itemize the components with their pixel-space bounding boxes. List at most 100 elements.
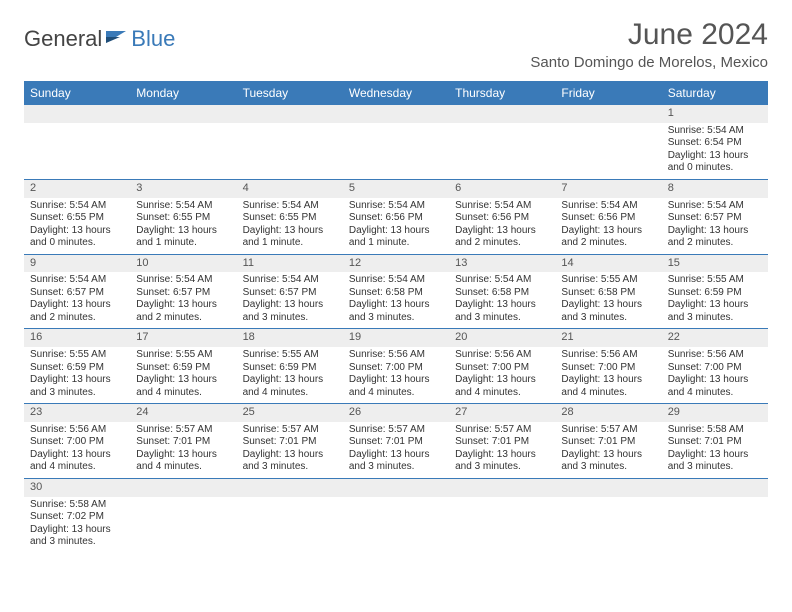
calendar-cell — [343, 478, 449, 552]
day-line: Daylight: 13 hours — [455, 299, 549, 312]
calendar-cell — [130, 478, 236, 552]
day-line: and 2 minutes. — [30, 312, 124, 325]
day-number: 22 — [662, 329, 768, 347]
day-line: and 4 minutes. — [668, 387, 762, 400]
calendar-cell: 29Sunrise: 5:58 AMSunset: 7:01 PMDayligh… — [662, 404, 768, 479]
day-header: Thursday — [449, 81, 555, 105]
day-body: Sunrise: 5:54 AMSunset: 6:58 PMDaylight:… — [449, 272, 555, 328]
day-body: Sunrise: 5:54 AMSunset: 6:55 PMDaylight:… — [237, 198, 343, 254]
day-line: Daylight: 13 hours — [668, 374, 762, 387]
day-line: Daylight: 13 hours — [30, 524, 124, 537]
day-number: 1 — [662, 105, 768, 123]
page-title: June 2024 — [530, 18, 768, 52]
calendar-cell — [449, 478, 555, 552]
calendar-cell: 22Sunrise: 5:56 AMSunset: 7:00 PMDayligh… — [662, 329, 768, 404]
day-line: Daylight: 13 hours — [668, 225, 762, 238]
day-line: Sunrise: 5:54 AM — [455, 274, 549, 287]
day-line: Sunrise: 5:54 AM — [668, 125, 762, 138]
day-line: and 4 minutes. — [136, 461, 230, 474]
day-line: Sunset: 6:58 PM — [349, 287, 443, 300]
day-line: and 2 minutes. — [561, 237, 655, 250]
day-line: Daylight: 13 hours — [349, 449, 443, 462]
day-number: 28 — [555, 404, 661, 422]
day-body: Sunrise: 5:55 AMSunset: 6:59 PMDaylight:… — [130, 347, 236, 403]
day-line: and 1 minute. — [243, 237, 337, 250]
calendar-body: 1Sunrise: 5:54 AMSunset: 6:54 PMDaylight… — [24, 105, 768, 553]
day-line: Sunset: 6:56 PM — [561, 212, 655, 225]
day-line: Daylight: 13 hours — [561, 299, 655, 312]
day-line: Sunset: 6:55 PM — [243, 212, 337, 225]
day-line: Sunset: 7:01 PM — [243, 436, 337, 449]
day-line: Sunrise: 5:56 AM — [668, 349, 762, 362]
day-line: Sunset: 6:57 PM — [668, 212, 762, 225]
day-line: Daylight: 13 hours — [668, 449, 762, 462]
day-line: Daylight: 13 hours — [561, 225, 655, 238]
day-line: and 3 minutes. — [668, 461, 762, 474]
day-body: Sunrise: 5:55 AMSunset: 6:59 PMDaylight:… — [662, 272, 768, 328]
day-line: Sunrise: 5:54 AM — [243, 274, 337, 287]
day-number: 15 — [662, 255, 768, 273]
day-number: 25 — [237, 404, 343, 422]
day-line: Daylight: 13 hours — [136, 374, 230, 387]
day-body: Sunrise: 5:54 AMSunset: 6:57 PMDaylight:… — [662, 198, 768, 254]
day-line: Sunset: 7:01 PM — [561, 436, 655, 449]
day-line: Sunset: 6:57 PM — [136, 287, 230, 300]
day-line: Daylight: 13 hours — [668, 299, 762, 312]
day-line: Daylight: 13 hours — [30, 299, 124, 312]
day-line: Daylight: 13 hours — [30, 225, 124, 238]
day-line: and 3 minutes. — [349, 312, 443, 325]
day-line: and 3 minutes. — [349, 461, 443, 474]
day-line: Daylight: 13 hours — [349, 374, 443, 387]
day-line: and 3 minutes. — [561, 461, 655, 474]
calendar-cell — [555, 105, 661, 179]
day-line: Daylight: 13 hours — [243, 225, 337, 238]
day-line: Daylight: 13 hours — [243, 449, 337, 462]
logo-text-general: General — [24, 26, 102, 52]
calendar-cell: 20Sunrise: 5:56 AMSunset: 7:00 PMDayligh… — [449, 329, 555, 404]
page-subtitle: Santo Domingo de Morelos, Mexico — [530, 54, 768, 71]
day-number: 23 — [24, 404, 130, 422]
day-number: 13 — [449, 255, 555, 273]
calendar-cell: 9Sunrise: 5:54 AMSunset: 6:57 PMDaylight… — [24, 254, 130, 329]
day-line: and 0 minutes. — [668, 162, 762, 175]
day-line: Daylight: 13 hours — [455, 449, 549, 462]
calendar-cell: 30Sunrise: 5:58 AMSunset: 7:02 PMDayligh… — [24, 478, 130, 552]
calendar-cell — [555, 478, 661, 552]
calendar-cell — [130, 105, 236, 179]
day-number: 18 — [237, 329, 343, 347]
day-body: Sunrise: 5:58 AMSunset: 7:01 PMDaylight:… — [662, 422, 768, 478]
calendar-cell: 17Sunrise: 5:55 AMSunset: 6:59 PMDayligh… — [130, 329, 236, 404]
calendar-cell — [24, 105, 130, 179]
day-number: 14 — [555, 255, 661, 273]
day-line: Sunrise: 5:54 AM — [243, 200, 337, 213]
day-number: 19 — [343, 329, 449, 347]
day-header: Monday — [130, 81, 236, 105]
day-body: Sunrise: 5:54 AMSunset: 6:58 PMDaylight:… — [343, 272, 449, 328]
day-line: Sunrise: 5:58 AM — [668, 424, 762, 437]
day-line: Sunrise: 5:54 AM — [349, 200, 443, 213]
day-body: Sunrise: 5:54 AMSunset: 6:57 PMDaylight:… — [24, 272, 130, 328]
day-line: and 3 minutes. — [30, 387, 124, 400]
calendar-cell — [662, 478, 768, 552]
day-line: Sunset: 6:56 PM — [455, 212, 549, 225]
calendar-cell: 27Sunrise: 5:57 AMSunset: 7:01 PMDayligh… — [449, 404, 555, 479]
day-line: Sunset: 6:59 PM — [668, 287, 762, 300]
day-header: Friday — [555, 81, 661, 105]
day-line: Daylight: 13 hours — [455, 225, 549, 238]
day-line: Sunset: 6:58 PM — [455, 287, 549, 300]
day-body: Sunrise: 5:56 AMSunset: 7:00 PMDaylight:… — [24, 422, 130, 478]
day-body: Sunrise: 5:56 AMSunset: 7:00 PMDaylight:… — [662, 347, 768, 403]
calendar-cell: 23Sunrise: 5:56 AMSunset: 7:00 PMDayligh… — [24, 404, 130, 479]
day-line: and 3 minutes. — [561, 312, 655, 325]
calendar-cell: 2Sunrise: 5:54 AMSunset: 6:55 PMDaylight… — [24, 179, 130, 254]
day-body: Sunrise: 5:56 AMSunset: 7:00 PMDaylight:… — [449, 347, 555, 403]
day-line: Sunrise: 5:54 AM — [561, 200, 655, 213]
day-line: Sunset: 7:00 PM — [349, 362, 443, 375]
day-line: Sunrise: 5:56 AM — [30, 424, 124, 437]
day-body: Sunrise: 5:54 AMSunset: 6:56 PMDaylight:… — [449, 198, 555, 254]
day-line: Sunset: 6:57 PM — [30, 287, 124, 300]
day-line: and 4 minutes. — [243, 387, 337, 400]
calendar-cell: 11Sunrise: 5:54 AMSunset: 6:57 PMDayligh… — [237, 254, 343, 329]
day-line: Daylight: 13 hours — [243, 374, 337, 387]
day-body: Sunrise: 5:55 AMSunset: 6:59 PMDaylight:… — [24, 347, 130, 403]
